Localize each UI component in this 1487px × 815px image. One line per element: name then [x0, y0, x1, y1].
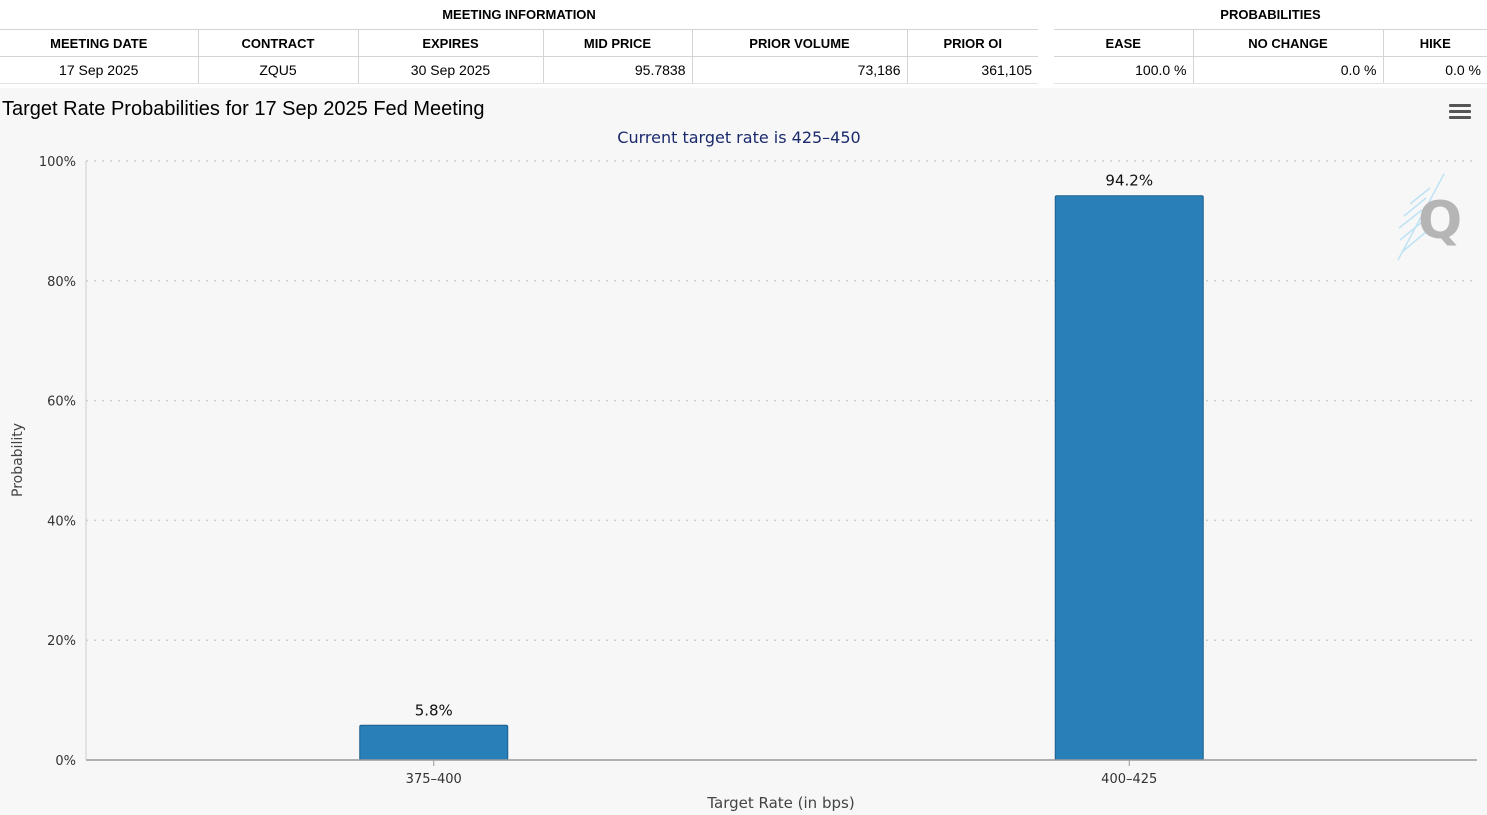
col-header-hike: HIKE: [1382, 29, 1487, 57]
y-tick-label: 0%: [55, 754, 76, 769]
y-tick-label: 100%: [39, 155, 76, 170]
col-header-prior-volume: PRIOR VOLUME: [691, 29, 907, 57]
cell-contract: ZQU5: [197, 56, 358, 84]
col-header-ease: EASE: [1054, 29, 1193, 57]
probabilities-table: PROBABILITIES EASE NO CHANGE HIKE 100.0 …: [1054, 0, 1487, 84]
x-tick-label: 375–400: [406, 772, 462, 787]
bar[interactable]: [359, 724, 509, 761]
col-header-no-change: NO CHANGE: [1192, 29, 1383, 57]
table-row: 100.0 % 0.0 % 0.0 %: [1054, 56, 1487, 84]
bars: 5.8% 94.2%: [359, 172, 1204, 761]
col-header-prior-oi: PRIOR OI: [906, 29, 1039, 57]
col-header-expires: EXPIRES: [357, 29, 543, 57]
x-axis-title: Target Rate (in bps): [706, 794, 854, 812]
meeting-information-title: MEETING INFORMATION: [442, 7, 596, 22]
svg-text:Q: Q: [1418, 191, 1462, 251]
col-header-contract: CONTRACT: [197, 29, 358, 57]
chart-title: Target Rate Probabilities for 17 Sep 202…: [2, 98, 485, 120]
cell-ease: 100.0 %: [1054, 56, 1193, 84]
probabilities-title: PROBABILITIES: [1220, 7, 1321, 22]
table-row: 17 Sep 2025 ZQU5 30 Sep 2025 95.7838 73,…: [0, 56, 1039, 84]
y-tick-label: 20%: [47, 634, 76, 649]
bar-data-label: 94.2%: [1105, 172, 1153, 190]
bar[interactable]: [1054, 195, 1204, 761]
cell-no-change: 0.0 %: [1192, 56, 1383, 84]
y-tick-label: 60%: [47, 395, 76, 410]
chart-subtitle: Current target rate is 425–450: [617, 128, 860, 147]
y-axis-title: Probability: [10, 423, 26, 497]
cell-mid-price: 95.7838: [542, 56, 692, 84]
x-tick-label: 400–425: [1101, 772, 1157, 787]
chart-menu-button[interactable]: [1448, 101, 1472, 123]
bar-data-label: 5.8%: [415, 701, 453, 719]
cell-meeting-date: 17 Sep 2025: [0, 56, 198, 84]
hamburger-menu-icon: [1448, 104, 1472, 119]
col-header-mid-price: MID PRICE: [542, 29, 692, 57]
chart-panel: [0, 88, 1487, 815]
cell-prior-oi: 361,105: [906, 56, 1039, 84]
y-tick-label: 40%: [47, 514, 76, 529]
y-axis-ticks: 0% 20% 40% 60% 80% 100%: [39, 155, 76, 769]
cell-expires: 30 Sep 2025: [357, 56, 543, 84]
cell-hike: 0.0 %: [1382, 56, 1487, 84]
cell-prior-volume: 73,186: [691, 56, 907, 84]
q-logo-icon: Q: [1397, 173, 1462, 261]
grid-lines: [86, 160, 1477, 641]
x-axis-ticks: 375–400 400–425: [406, 760, 1157, 787]
meeting-information-table: MEETING INFORMATION MEETING DATE CONTRAC…: [0, 0, 1039, 84]
y-tick-label: 80%: [47, 275, 76, 290]
col-header-meeting-date: MEETING DATE: [0, 29, 198, 57]
